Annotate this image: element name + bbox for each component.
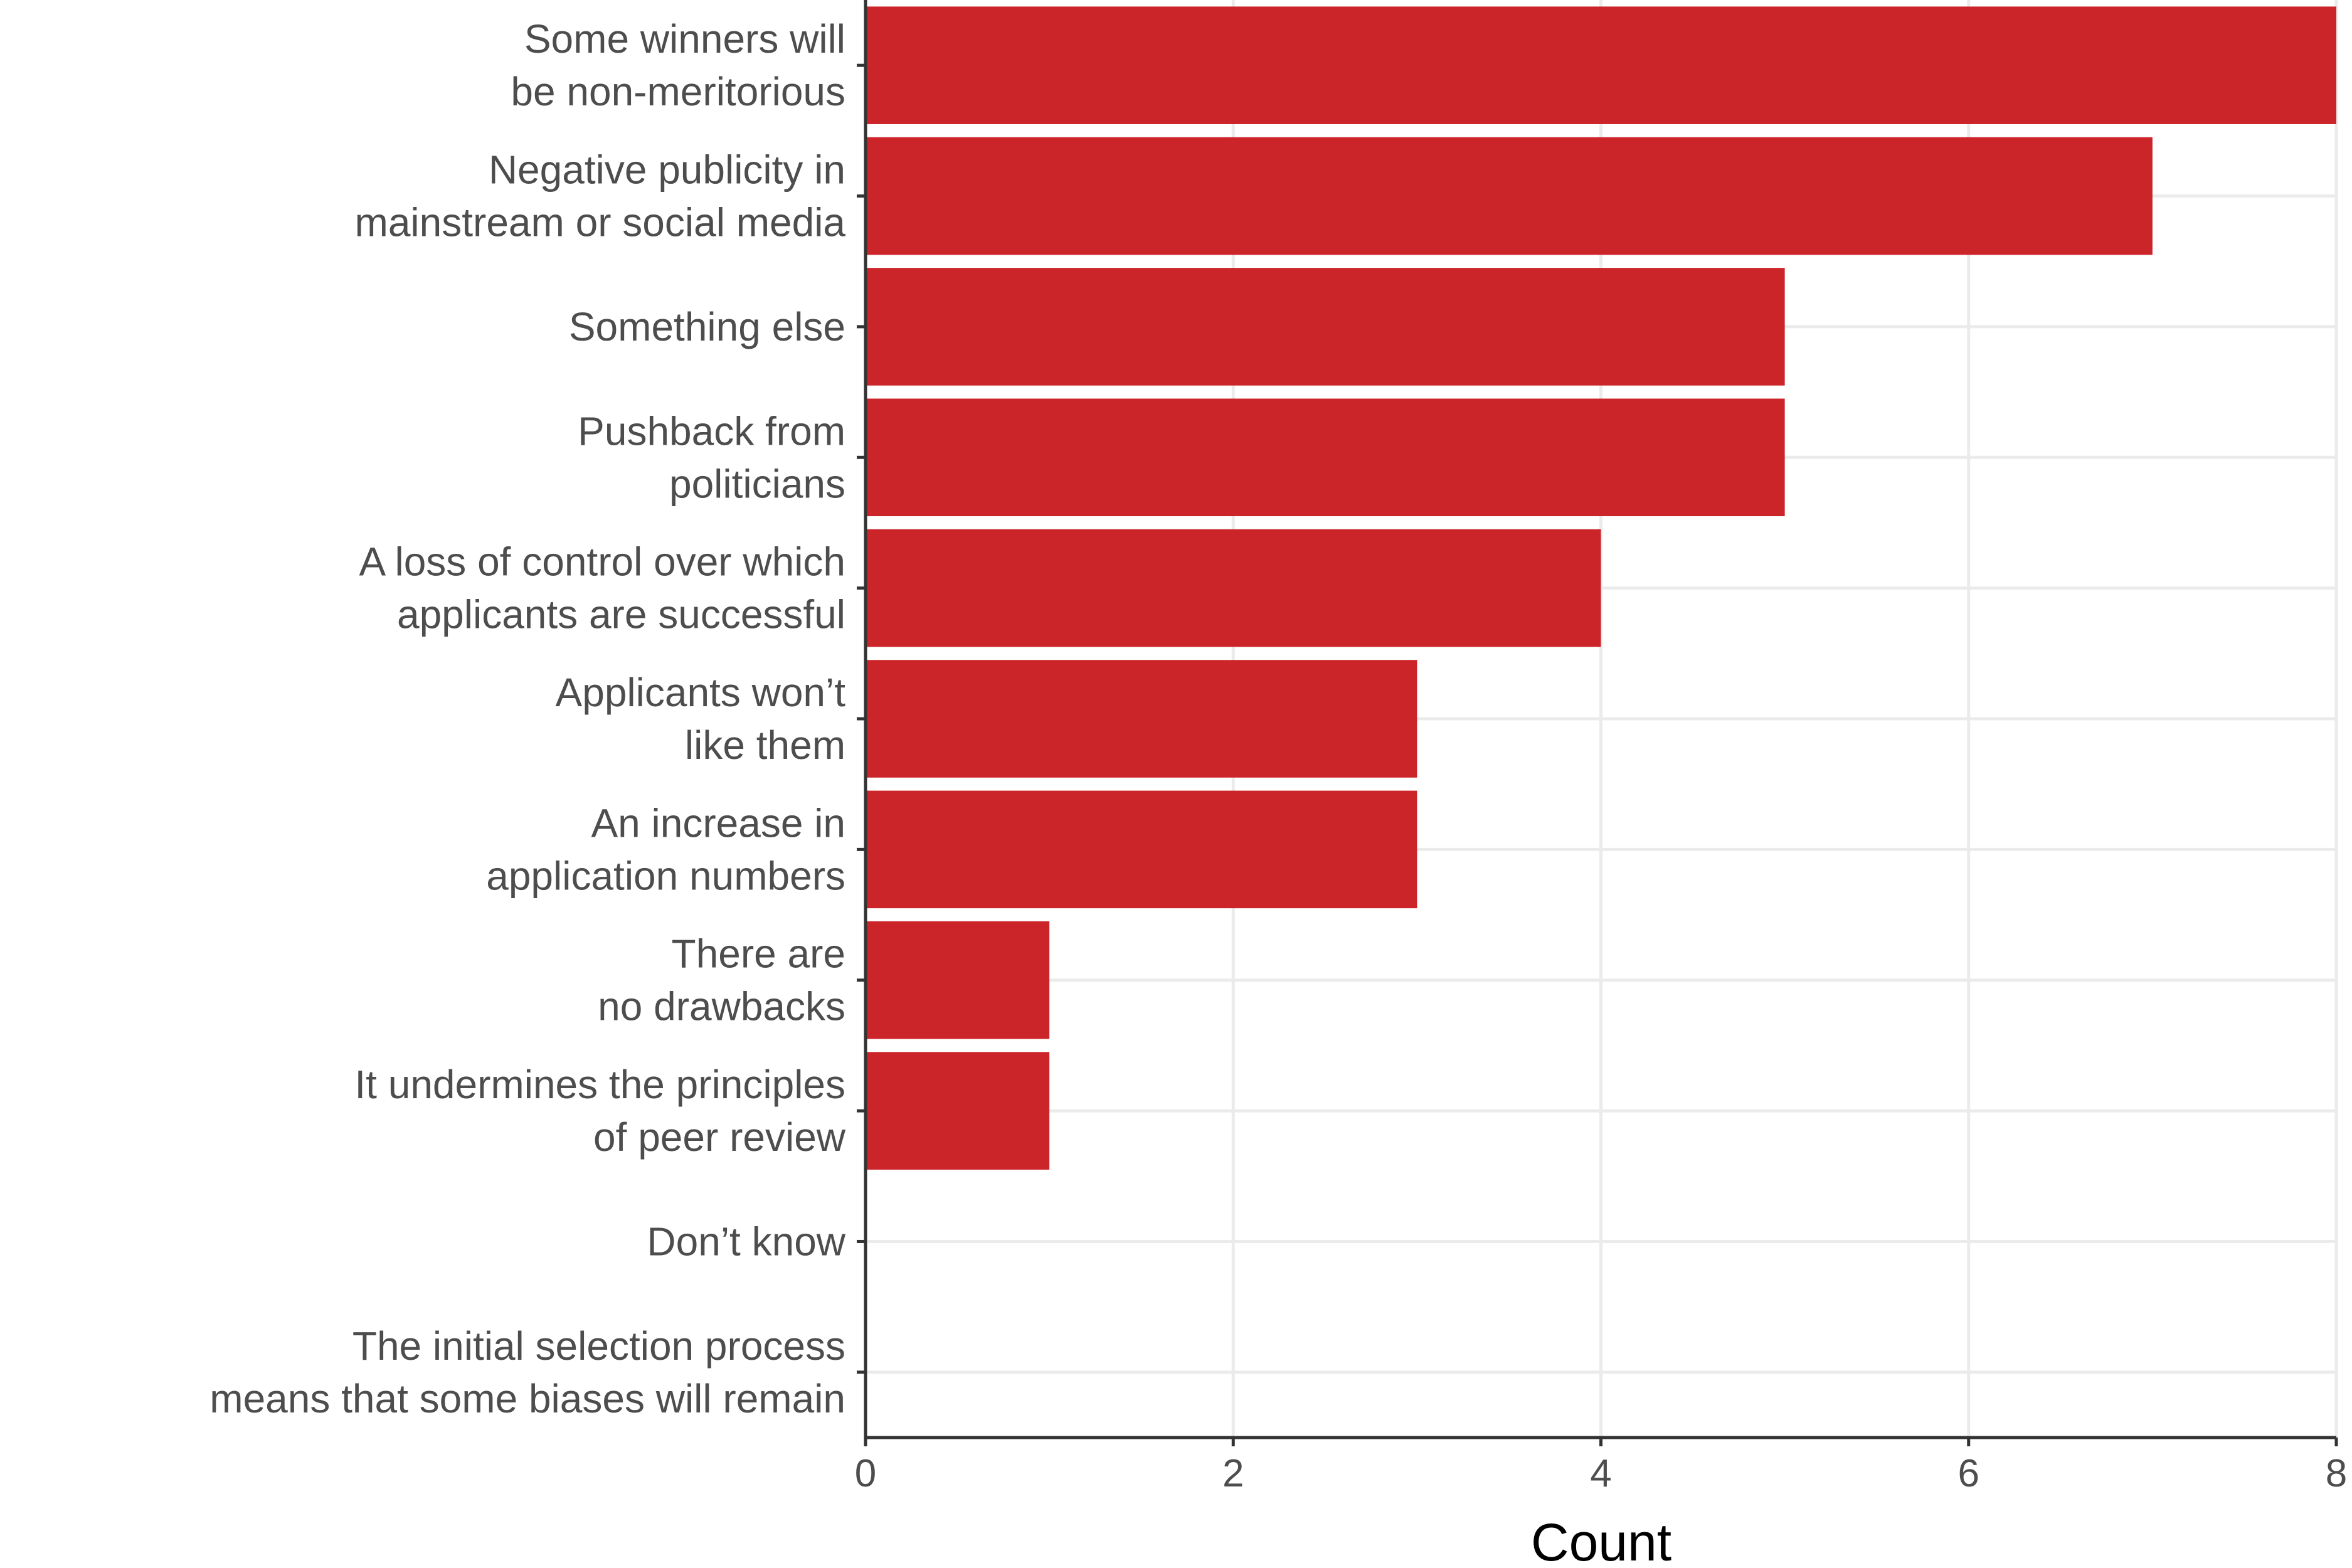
category-label-line: It undermines the principles — [354, 1062, 845, 1107]
category-label-line: application numbers — [486, 853, 845, 898]
x-tick-label-3: 6 — [1958, 1452, 1979, 1495]
category-label-6: An increase in application numbers — [486, 800, 845, 898]
category-label-line: Negative publicity in — [489, 147, 845, 193]
category-label-line: no drawbacks — [598, 984, 845, 1029]
category-label-line: politicians — [669, 461, 845, 506]
category-label-line: An increase in — [591, 800, 845, 845]
category-label-1: Negative publicity in mainstream or socia… — [355, 147, 846, 245]
bar-0 — [866, 6, 2336, 124]
bar-2 — [866, 268, 1785, 386]
category-label-8: It undermines the principles of peer revi… — [354, 1062, 845, 1160]
bar-7 — [866, 921, 1050, 1039]
bar-8 — [866, 1052, 1050, 1170]
category-label-0: Some winners will be non-meritorious — [511, 16, 845, 114]
category-label-line: A loss of control over which — [359, 539, 845, 585]
category-labels: Some winners will be non-meritorious Negat… — [209, 16, 846, 1421]
category-label-3: Pushback from politicians — [578, 408, 845, 506]
category-label-line: The initial selection process — [352, 1323, 845, 1369]
category-label-4: A loss of control over which applicants a… — [359, 539, 845, 637]
category-label-line: Some winners will — [524, 16, 845, 61]
category-label-line: of peer review — [593, 1115, 846, 1160]
bar-1 — [866, 137, 2153, 255]
category-label-line: Pushback from — [578, 408, 845, 453]
x-tick-labels: 0 2 4 6 8 — [855, 1452, 2347, 1495]
axes — [857, 0, 2338, 1446]
category-label-9: Don’t know — [647, 1219, 845, 1264]
bar-6 — [866, 790, 1417, 909]
x-tick-label-0: 0 — [855, 1452, 876, 1495]
category-label-10: The initial selection process means that … — [209, 1323, 845, 1421]
bar-3 — [866, 398, 1785, 517]
category-label-5: Applicants won’t like them — [556, 670, 846, 768]
category-label-line: Don’t know — [647, 1219, 845, 1264]
category-label-line: mainstream or social media — [355, 200, 846, 245]
category-label-line: applicants are successful — [397, 592, 845, 637]
category-label-2: Something else — [569, 304, 845, 349]
x-tick-label-2: 4 — [1590, 1452, 1611, 1495]
x-tick-label-4: 8 — [2326, 1452, 2347, 1495]
category-label-line: Applicants won’t — [556, 670, 846, 715]
category-label-line: be non-meritorious — [511, 69, 845, 114]
bar-5 — [866, 660, 1417, 778]
category-label-line: like them — [685, 723, 845, 768]
category-label-7: There are no drawbacks — [598, 931, 845, 1029]
x-axis-title: Count — [1531, 1513, 1671, 1568]
bar-4 — [866, 529, 1601, 647]
category-label-line: Something else — [569, 304, 845, 349]
x-tick-label-1: 2 — [1222, 1452, 1244, 1495]
bars — [866, 6, 2336, 1170]
category-label-line: means that some biases will remain — [209, 1376, 845, 1421]
category-label-line: There are — [672, 931, 845, 977]
